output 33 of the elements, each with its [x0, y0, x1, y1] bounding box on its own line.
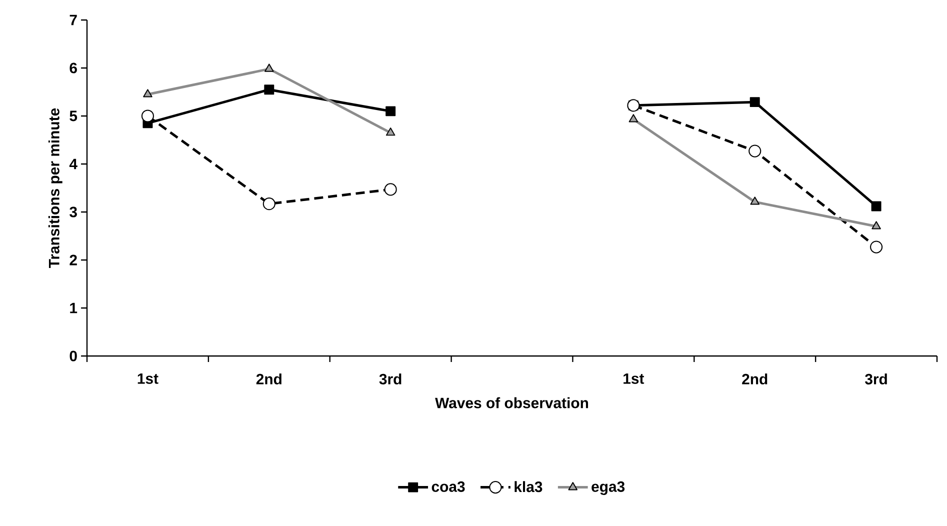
y-tick-label: 0 [70, 350, 77, 362]
point [870, 240, 883, 254]
point [386, 128, 396, 136]
y-tick-label: 1 [70, 302, 78, 314]
point [384, 183, 397, 196]
y-tick-label: 3 [70, 206, 77, 218]
legend-label: ega3 [592, 481, 625, 495]
point [871, 201, 882, 212]
x-tick-label: 2nd [256, 373, 282, 384]
x-tick-label: 3rd [379, 373, 402, 384]
point [386, 106, 396, 116]
y-tick-label: 2 [70, 254, 77, 266]
x-tick-label: 3rd [865, 373, 887, 384]
point [264, 64, 274, 72]
point [264, 84, 274, 95]
y-tick-label: 4 [69, 158, 78, 170]
legend-label: coa3 [432, 481, 465, 492]
x-axis-title: Waves of observation [435, 397, 588, 408]
point [750, 196, 760, 205]
y-tick-label: 5 [70, 110, 78, 122]
x-tick-label: 1st [624, 373, 644, 384]
x-tick-label: 1st [138, 373, 158, 384]
y-axis-title: Transitions per minute [48, 108, 62, 268]
point [748, 144, 762, 158]
point [141, 110, 154, 122]
point [143, 89, 152, 98]
x-tick-label: 2nd [742, 373, 768, 384]
y-tick-label: 6 [70, 62, 77, 74]
point [872, 221, 881, 230]
point [750, 97, 760, 108]
y-tick-label: 7 [70, 14, 77, 26]
point [628, 114, 638, 122]
legend-label: kla3 [514, 481, 542, 492]
